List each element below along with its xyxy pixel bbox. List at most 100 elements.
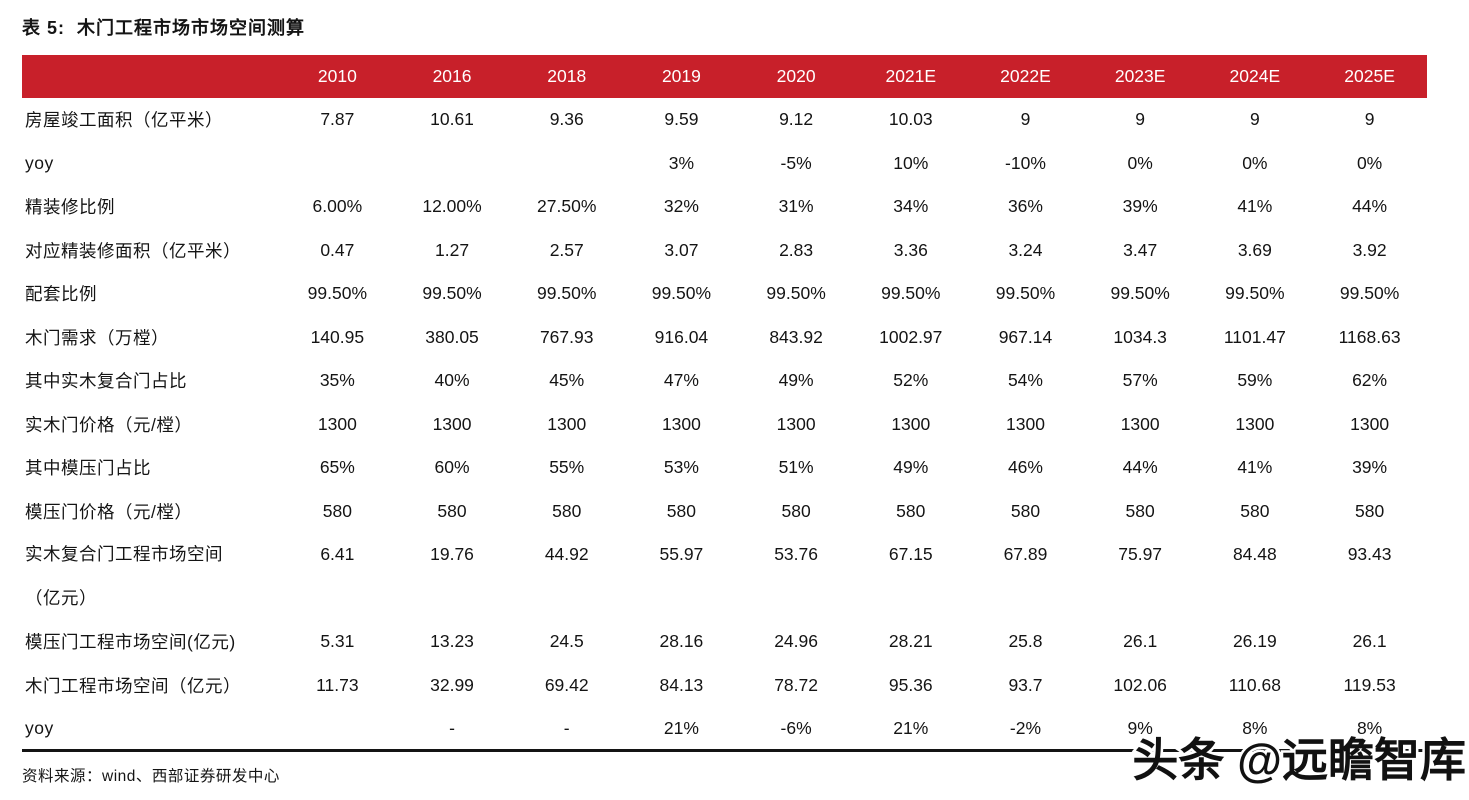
data-cell: 39% xyxy=(1122,196,1158,217)
data-cell: 2.83 xyxy=(779,239,814,260)
table-row: 实木复合门工程市场空间 （亿元） 6.41 19.76 44.92 55.97 53.76 6… xyxy=(22,533,1427,620)
row-label: 木门工程市场空间（亿元） xyxy=(25,675,241,696)
data-cell: 916.04 xyxy=(654,326,709,347)
data-cell: 0.47 xyxy=(320,239,355,260)
year-header-cell: 2022E xyxy=(968,55,1083,98)
data-cell: 99.50% xyxy=(766,283,826,304)
data-cell: 9.12 xyxy=(779,109,814,130)
data-cell: 1002.97 xyxy=(879,326,943,347)
row-label: 模压门价格（元/樘） xyxy=(25,501,193,522)
data-cell: 84.48 xyxy=(1232,544,1277,564)
year-header-cell: 2019 xyxy=(624,55,739,98)
data-cell: 95.36 xyxy=(888,674,933,695)
data-cell: 10.61 xyxy=(430,109,474,130)
market-size-table: 2010 2016 2018 2019 2020 2021E 2022E 2023E 2024E… xyxy=(22,55,1427,752)
data-cell: 6.41 xyxy=(320,544,355,564)
year-header-cell: 2021E xyxy=(853,55,969,98)
data-cell: 1034.3 xyxy=(1113,326,1167,347)
data-cell: 9 xyxy=(1135,109,1146,130)
data-cell: 102.06 xyxy=(1113,674,1167,695)
year-header-cell: 2018 xyxy=(509,55,625,98)
table-row: 模压门工程市场空间(亿元) 5.31 13.23 24.5 28.16 24.96 28.2… xyxy=(22,620,1427,664)
data-cell: 1300 xyxy=(1120,413,1160,434)
data-cell: 580 xyxy=(1240,500,1270,521)
data-cell: 2.57 xyxy=(549,239,584,260)
data-cell: 93.43 xyxy=(1347,544,1392,564)
data-cell: 0% xyxy=(1127,152,1153,173)
data-cell: 11.73 xyxy=(316,674,359,695)
data-cell: 580 xyxy=(1354,500,1385,521)
data-cell: 1300 xyxy=(317,413,357,434)
data-cell: 36% xyxy=(1007,196,1043,217)
data-cell: 19.76 xyxy=(430,544,474,564)
data-cell: 24.5 xyxy=(549,631,584,652)
data-cell: 13.23 xyxy=(430,631,474,652)
row-label: 模压门工程市场空间(亿元) xyxy=(25,632,236,653)
year-header-cell: 2025E xyxy=(1312,55,1427,98)
data-cell: 1300 xyxy=(547,413,587,434)
data-cell: 767.93 xyxy=(539,326,594,347)
data-cell: 580 xyxy=(666,500,696,521)
data-cell: 12.00% xyxy=(422,196,482,217)
data-cell: 110.68 xyxy=(1228,674,1281,695)
data-cell: 3.69 xyxy=(1237,239,1272,260)
row-label: 精装修比例 xyxy=(25,197,115,218)
data-cell: 9 xyxy=(1020,109,1031,130)
data-cell: 21% xyxy=(893,717,929,738)
row-label-line2: （亿元） xyxy=(25,587,97,608)
table-row: 木门工程市场空间（亿元） 11.73 32.99 69.42 84.13 78.72 95.… xyxy=(22,664,1427,708)
data-cell: 1300 xyxy=(891,413,931,434)
data-cell: 1300 xyxy=(1235,413,1275,434)
data-cell: 99.50% xyxy=(881,283,941,304)
data-cell: 31% xyxy=(778,196,814,217)
data-cell xyxy=(395,142,510,186)
data-cell: 99.50% xyxy=(995,283,1056,304)
data-cell: -2% xyxy=(1009,717,1042,738)
table-row: 其中模压门占比 65% 60% 55% 53% 51% 49% 46% 44% 41% 39% xyxy=(22,446,1427,490)
data-cell: 26.1 xyxy=(1352,631,1387,652)
data-cell: 35% xyxy=(319,370,355,391)
row-label: 其中模压门占比 xyxy=(25,458,151,479)
row-label: 配套比例 xyxy=(25,284,97,305)
data-cell: 40% xyxy=(434,370,470,391)
table-row: yoy 3% -5% 10% -10% 0% 0% 0% xyxy=(22,142,1427,186)
data-cell: 53.76 xyxy=(774,544,818,564)
data-cell: 9.59 xyxy=(664,109,699,130)
data-cell: 7.87 xyxy=(320,109,355,130)
data-cell: 54% xyxy=(1007,370,1043,391)
data-cell: 8% xyxy=(1356,717,1383,738)
data-cell: 1300 xyxy=(432,413,472,434)
data-cell: 580 xyxy=(1125,500,1155,521)
data-cell: 41% xyxy=(1237,457,1273,478)
table-header: 2010 2016 2018 2019 2020 2021E 2022E 2023E 2024E… xyxy=(22,55,1427,98)
row-label: yoy xyxy=(25,717,54,738)
data-cell: 9.36 xyxy=(549,109,584,130)
data-cell: 27.50% xyxy=(537,196,597,217)
data-cell: 10.03 xyxy=(888,109,933,130)
data-cell: 39% xyxy=(1352,457,1388,478)
data-cell: 3.07 xyxy=(664,239,699,260)
data-cell: 580 xyxy=(896,500,926,521)
year-header-cell: 2024E xyxy=(1197,55,1313,98)
data-cell: 78.72 xyxy=(774,674,818,695)
data-cell: 3.24 xyxy=(1008,239,1043,260)
data-cell: 380.05 xyxy=(425,326,479,347)
data-cell: 57% xyxy=(1122,370,1158,391)
row-label: 实木门价格（元/樘） xyxy=(25,414,193,435)
data-cell: 45% xyxy=(549,370,585,391)
data-cell: 69.42 xyxy=(544,674,589,695)
table-row: 配套比例 99.50% 99.50% 99.50% 99.50% 99.50% 99.50%… xyxy=(22,272,1427,316)
data-cell: 9 xyxy=(1249,109,1260,130)
data-cell: 580 xyxy=(322,500,352,521)
data-cell: 75.97 xyxy=(1118,544,1163,564)
table-row: 其中实木复合门占比 35% 40% 45% 47% 49% 52% 54% 57% 59% 62% xyxy=(22,359,1427,403)
table-row: 模压门价格（元/樘） 580 580 580 580 580 580 580 580 580 580 xyxy=(22,490,1427,534)
page-title: 表 5: 木门工程市场市场空间测算 xyxy=(22,18,306,38)
data-cell xyxy=(280,142,395,186)
data-cell: 62% xyxy=(1352,370,1388,391)
data-cell: 3.36 xyxy=(893,239,928,260)
watermark-text: 头条 @远瞻智库 xyxy=(1132,734,1466,786)
data-cell: 99.50% xyxy=(651,283,712,304)
row-label: 对应精装修面积（亿平米） xyxy=(25,240,241,261)
data-cell: 5.31 xyxy=(320,631,355,652)
